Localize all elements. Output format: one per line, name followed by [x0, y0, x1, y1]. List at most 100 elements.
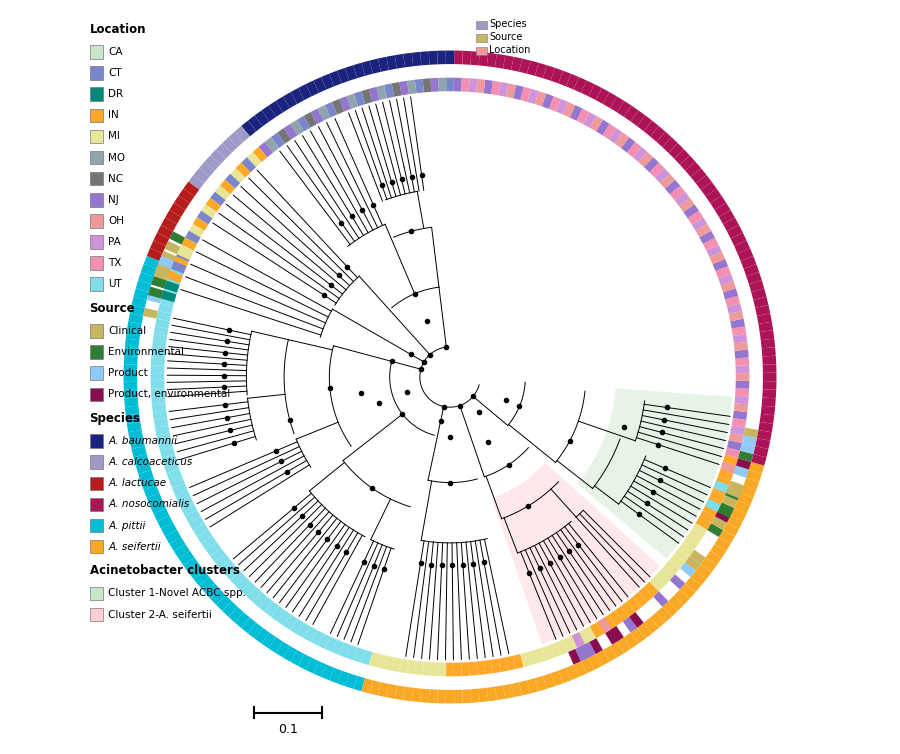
Wedge shape — [446, 51, 454, 64]
Wedge shape — [734, 501, 750, 513]
Wedge shape — [757, 430, 772, 440]
Wedge shape — [699, 510, 715, 523]
Wedge shape — [578, 644, 591, 661]
Wedge shape — [184, 558, 199, 572]
Wedge shape — [169, 266, 184, 278]
Wedge shape — [706, 244, 722, 257]
Wedge shape — [590, 623, 603, 638]
Text: OH: OH — [108, 216, 124, 226]
Wedge shape — [755, 438, 770, 449]
Wedge shape — [370, 59, 381, 74]
Wedge shape — [527, 650, 539, 665]
Wedge shape — [734, 350, 749, 358]
Wedge shape — [407, 80, 417, 94]
Wedge shape — [158, 225, 173, 238]
Wedge shape — [325, 102, 338, 118]
Wedge shape — [582, 642, 596, 657]
Wedge shape — [743, 264, 760, 277]
Wedge shape — [699, 231, 715, 244]
Wedge shape — [124, 356, 138, 365]
Wedge shape — [157, 261, 172, 274]
Wedge shape — [679, 542, 695, 556]
Wedge shape — [662, 601, 678, 617]
Wedge shape — [731, 232, 746, 246]
Wedge shape — [157, 311, 171, 321]
Wedge shape — [189, 224, 204, 238]
Wedge shape — [291, 619, 304, 634]
Wedge shape — [690, 168, 707, 183]
Wedge shape — [752, 454, 767, 466]
Text: DR: DR — [108, 89, 123, 100]
Wedge shape — [596, 619, 609, 634]
Wedge shape — [182, 504, 197, 516]
Bar — [90, 45, 104, 59]
Bar — [90, 130, 104, 143]
Wedge shape — [321, 664, 334, 680]
Wedge shape — [164, 280, 179, 293]
Wedge shape — [354, 648, 365, 663]
Wedge shape — [172, 483, 187, 495]
Wedge shape — [139, 272, 154, 284]
Wedge shape — [128, 430, 143, 440]
Wedge shape — [332, 99, 344, 115]
Text: Source: Source — [490, 32, 523, 42]
Wedge shape — [499, 657, 508, 672]
Wedge shape — [166, 274, 182, 285]
Text: CA: CA — [108, 47, 123, 57]
Wedge shape — [150, 373, 165, 381]
Wedge shape — [650, 576, 664, 591]
Wedge shape — [128, 314, 143, 324]
Wedge shape — [376, 654, 387, 669]
Wedge shape — [573, 661, 587, 677]
Wedge shape — [332, 639, 344, 655]
Wedge shape — [253, 592, 267, 607]
Wedge shape — [127, 322, 141, 332]
Wedge shape — [329, 71, 342, 87]
Wedge shape — [713, 483, 728, 495]
Text: MI: MI — [108, 131, 121, 142]
Wedge shape — [683, 204, 699, 218]
Wedge shape — [609, 626, 624, 642]
Wedge shape — [175, 252, 191, 264]
Wedge shape — [124, 347, 139, 357]
Wedge shape — [229, 131, 244, 147]
Bar — [476, 34, 487, 42]
Wedge shape — [446, 690, 454, 703]
Wedge shape — [760, 414, 774, 424]
Wedge shape — [339, 642, 351, 657]
Wedge shape — [610, 97, 625, 112]
Wedge shape — [354, 91, 365, 106]
Wedge shape — [185, 510, 201, 523]
Wedge shape — [403, 687, 413, 701]
Wedge shape — [734, 403, 748, 412]
Wedge shape — [194, 571, 210, 586]
Wedge shape — [437, 51, 446, 64]
Wedge shape — [469, 78, 477, 93]
Wedge shape — [590, 638, 603, 654]
Wedge shape — [157, 433, 171, 443]
Text: Product: Product — [108, 368, 148, 379]
Wedge shape — [361, 650, 373, 665]
Wedge shape — [152, 403, 166, 412]
Wedge shape — [723, 288, 738, 299]
Wedge shape — [258, 142, 273, 158]
Wedge shape — [164, 280, 179, 293]
Wedge shape — [735, 365, 750, 373]
Wedge shape — [275, 642, 290, 657]
Wedge shape — [420, 51, 429, 66]
Wedge shape — [549, 642, 561, 657]
Wedge shape — [576, 109, 590, 124]
Wedge shape — [420, 688, 429, 703]
Text: Location: Location — [90, 23, 146, 35]
Wedge shape — [173, 256, 188, 269]
Wedge shape — [220, 179, 235, 195]
Wedge shape — [169, 203, 185, 217]
Wedge shape — [151, 276, 166, 289]
Wedge shape — [277, 128, 292, 143]
Wedge shape — [710, 195, 726, 210]
Wedge shape — [760, 339, 775, 348]
Wedge shape — [199, 162, 215, 177]
Wedge shape — [284, 646, 297, 662]
Wedge shape — [729, 433, 743, 443]
Bar — [90, 434, 104, 448]
